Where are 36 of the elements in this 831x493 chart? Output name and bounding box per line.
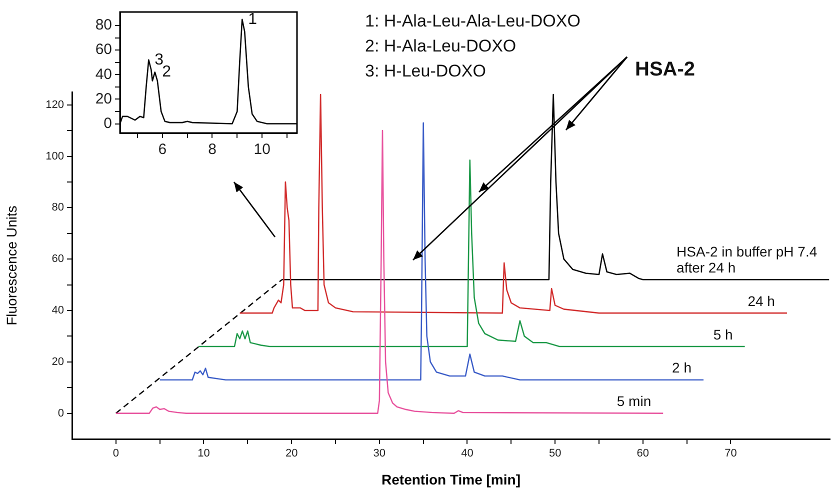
y-tick-label: 80 — [95, 16, 112, 34]
x-tick-label: 70 — [724, 448, 737, 460]
y-tick-label: 60 — [95, 41, 112, 58]
y-tick-label: 60 — [52, 253, 64, 266]
annotation: 2 — [162, 64, 172, 81]
y-tick-label: 40 — [52, 304, 64, 317]
series-label: 24 h — [748, 292, 775, 309]
x-tick-label: 6 — [158, 141, 167, 158]
series-label: 5 min — [616, 393, 652, 410]
text: 2: H-Ala-Leu-DOXO — [365, 36, 516, 56]
y-tick-label: 40 — [95, 66, 112, 83]
x-tick-label: 30 — [373, 448, 386, 460]
x-tick-label: 20 — [285, 448, 298, 460]
annotation: 3 — [154, 51, 164, 68]
y-tick-label: 20 — [95, 90, 112, 108]
x-tick-label: 60 — [636, 448, 650, 460]
annotation: 1 — [248, 10, 258, 28]
y-tick-label: 0 — [58, 407, 64, 420]
series-label: HSA-2 in buffer pH 7.4 after 24 h — [676, 243, 818, 276]
x-tick-label: 10 — [198, 448, 210, 460]
y-tick-label: 100 — [46, 150, 64, 162]
text: 3: H-Leu-DOXO — [365, 62, 486, 81]
series-label: 2 h — [672, 360, 692, 376]
text: 1: H-Ala-Leu-Ala-Leu-DOXO — [365, 12, 580, 31]
text: HSA-2 — [635, 58, 696, 81]
x-tick-label: 8 — [208, 141, 216, 158]
y-axis-title: Fluorescence Units — [3, 206, 20, 326]
x-tick-label: 40 — [461, 448, 474, 460]
y-tick-label: 0 — [104, 114, 112, 132]
y-tick-label: 20 — [52, 356, 64, 368]
x-tick-label: 50 — [548, 448, 562, 460]
x-axis-title: Retention Time [min] — [382, 471, 520, 488]
series-label: 5 h — [713, 326, 733, 342]
x-tick-label: 10 — [254, 141, 270, 158]
y-tick-label: 80 — [52, 202, 64, 214]
y-tick-label: 120 — [46, 98, 64, 111]
